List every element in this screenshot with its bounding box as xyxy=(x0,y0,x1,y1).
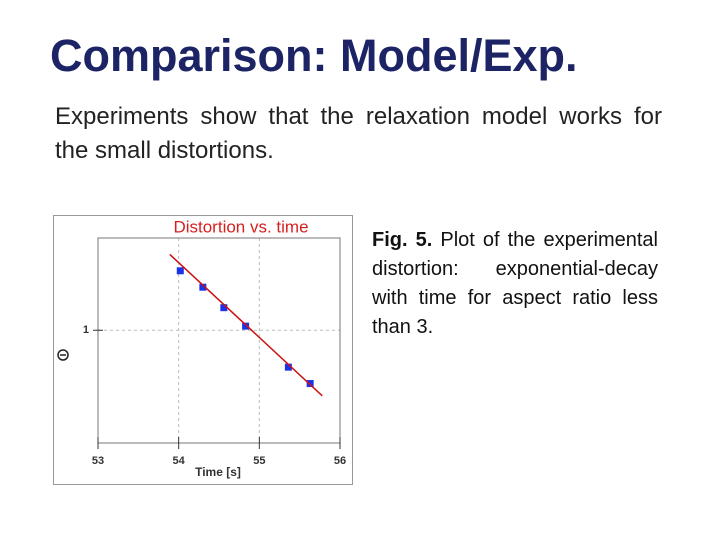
fit-line xyxy=(169,253,323,397)
y-tick-label: 1 xyxy=(83,324,89,336)
chart: 53 54 55 56 1 Time [s] Distortion vs. time xyxy=(53,215,353,485)
data-point xyxy=(220,304,228,312)
caption-text: Plot of the experimental distortion: exp… xyxy=(372,229,658,338)
x-tick-label: 54 xyxy=(173,455,186,467)
plot-frame xyxy=(97,237,341,444)
figure-caption: Fig. 5. Plot of the experimental distort… xyxy=(372,226,658,342)
x-tick-label: 55 xyxy=(253,455,265,467)
data-point xyxy=(242,322,250,330)
data-point xyxy=(199,283,207,291)
chart-frame xyxy=(53,215,353,485)
x-tick-label: 53 xyxy=(92,455,104,467)
x-tick-label: 56 xyxy=(334,455,346,467)
body-text: Experiments show that the relaxation mod… xyxy=(55,103,662,164)
caption-label: Fig. 5. xyxy=(372,229,433,251)
data-point xyxy=(306,380,314,388)
chart-title: Distortion vs. time xyxy=(173,217,308,236)
slide-title: Comparison: Model/Exp. xyxy=(50,30,578,81)
data-point xyxy=(284,363,292,371)
y-axis-symbol xyxy=(57,349,69,361)
chart-title-bg xyxy=(141,217,341,237)
data-point xyxy=(176,267,184,275)
x-axis-label: Time [s] xyxy=(195,465,241,479)
